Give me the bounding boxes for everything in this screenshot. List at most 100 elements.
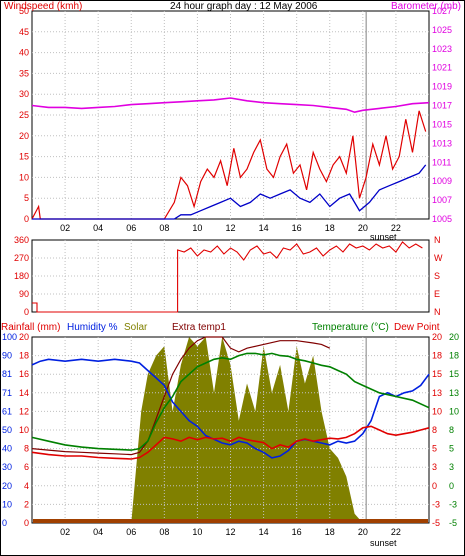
dewpoint-axis-label: Dew Point xyxy=(394,322,440,333)
axis-tick-label: 270 xyxy=(14,253,29,263)
barometer-line xyxy=(31,97,430,114)
humidity-tick-label: 81 xyxy=(2,369,12,379)
x-tick-label: 12 xyxy=(225,223,235,233)
humidity-tick-label: 20 xyxy=(2,481,12,491)
axis-tick-label: 20 xyxy=(432,332,442,342)
wind-gust-line xyxy=(31,110,427,220)
axis-tick-label: E xyxy=(434,289,440,299)
axis-tick-label: 3 xyxy=(432,462,437,472)
axis-tick-label: 1007 xyxy=(432,195,452,205)
axis-tick-label: 8 xyxy=(24,444,29,454)
dewpoint-line-layer xyxy=(31,425,430,460)
axis-tick-label: 20 xyxy=(19,332,29,342)
axis-tick-label: 18 xyxy=(449,351,459,361)
axis-tick-label: 1017 xyxy=(432,101,452,111)
temp-panel-grid xyxy=(32,337,429,523)
axis-tick-label: 30 xyxy=(19,89,29,99)
dewpoint-line xyxy=(31,425,430,460)
axis-tick-label: 5 xyxy=(449,444,454,454)
axis-tick-label: 0 xyxy=(24,214,29,224)
axis-tick-label: N xyxy=(434,307,441,317)
axis-tick-label: 8 xyxy=(432,425,437,435)
axis-tick-label: 2 xyxy=(24,499,29,509)
axis-tick-label: -3 xyxy=(432,499,440,509)
wind-avg-line xyxy=(32,164,427,220)
x-tick-label: 06 xyxy=(126,223,136,233)
windspeed-axis-ticks: 0 5 10 15 20 25 30 35 40 45 50 xyxy=(19,6,29,224)
axis-tick-label: 6 xyxy=(24,462,29,472)
humidity-tick-label: 61 xyxy=(2,406,12,416)
axis-tick-label: S xyxy=(434,271,440,281)
dewpoint-axis-ticks: -5 -3 0 3 5 8 10 13 15 18 20 xyxy=(449,332,459,528)
axis-tick-label: 20 xyxy=(449,332,459,342)
axis-tick-label: 180 xyxy=(14,271,29,281)
wind-avg-line-layer xyxy=(32,164,427,220)
axis-tick-label: -5 xyxy=(449,518,457,528)
axis-tick-label: 10 xyxy=(19,425,29,435)
extra-temp-line-layer xyxy=(31,336,331,456)
rainfall-axis-label: Rainfall (mm) xyxy=(1,322,60,333)
axis-tick-label: 50 xyxy=(19,6,29,16)
x-tick-label: 10 xyxy=(192,223,202,233)
sunset-annotation-bottom: sunset xyxy=(370,538,397,548)
x-tick-label: 16 xyxy=(292,223,302,233)
axis-tick-label: 15 xyxy=(19,152,29,162)
x-tick-label: 20 xyxy=(358,527,368,537)
x-tick-label: 10 xyxy=(192,527,202,537)
axis-tick-label: 20 xyxy=(19,131,29,141)
axis-tick-label: -5 xyxy=(432,518,440,528)
humidity-line xyxy=(31,358,430,459)
x-tick-label: 16 xyxy=(292,527,302,537)
humidity-axis-ticks: 0 10 20 30 40 50 61 71 81 90 100 xyxy=(2,332,17,528)
extra-temp-legend: Extra temp1 xyxy=(172,322,226,333)
axis-tick-label: 1023 xyxy=(432,44,452,54)
x-tick-label: 18 xyxy=(325,527,335,537)
axis-tick-label: 4 xyxy=(24,481,29,491)
x-tick-label: 22 xyxy=(391,527,401,537)
axis-tick-label: 1015 xyxy=(432,119,452,129)
barometer-axis-ticks: 1005 1007 1009 1011 1013 1015 1017 1019 1021 1023… xyxy=(432,6,452,224)
extra-temp-line xyxy=(31,336,331,456)
axis-tick-label: 25 xyxy=(19,110,29,120)
axis-tick-label: 15 xyxy=(449,369,459,379)
axis-tick-label: 1019 xyxy=(432,82,452,92)
humidity-tick-label: 90 xyxy=(2,351,12,361)
direction-line-layer xyxy=(32,241,423,313)
axis-tick-label: 15 xyxy=(432,369,442,379)
x-tick-label: 12 xyxy=(225,527,235,537)
axis-tick-label: 1025 xyxy=(432,25,452,35)
sunset-annotation: sunset xyxy=(370,232,397,242)
rainfall-bar xyxy=(33,519,428,523)
axis-tick-label: 3 xyxy=(449,462,454,472)
wind-gust-line-layer xyxy=(31,110,427,220)
x-tick-label: 06 xyxy=(126,527,136,537)
axis-tick-label: 0 xyxy=(24,307,29,317)
axis-tick-label: 13 xyxy=(449,388,459,398)
direction-panel-grid xyxy=(32,240,429,312)
temp-x-axis-ticks: 02 04 06 08 10 12 14 16 18 20 22 xyxy=(60,527,401,537)
axis-tick-label: W xyxy=(434,253,443,263)
x-tick-label: 18 xyxy=(325,223,335,233)
x-tick-label: 20 xyxy=(358,223,368,233)
x-tick-label: 14 xyxy=(259,527,269,537)
axis-tick-label: 1009 xyxy=(432,176,452,186)
temperature-line-layer xyxy=(31,352,430,451)
axis-tick-label: 90 xyxy=(19,289,29,299)
barometer-axis-label: Barometer (mb) xyxy=(391,1,461,12)
axis-tick-label: N xyxy=(434,235,441,245)
axis-tick-label: 0 xyxy=(449,481,454,491)
humidity-tick-label: 10 xyxy=(2,499,12,509)
axis-tick-label: 45 xyxy=(19,27,29,37)
barometer-line-layer xyxy=(31,97,430,114)
page-title: 24 hour graph day : 12 May 2006 xyxy=(170,1,318,12)
axis-tick-label: 40 xyxy=(19,48,29,58)
axis-tick-label: 1005 xyxy=(432,214,452,224)
axis-tick-label: 35 xyxy=(19,68,29,78)
temperature-axis-ticks: -5 -3 0 3 5 8 10 13 15 18 20 xyxy=(432,332,442,528)
axis-tick-label: 1027 xyxy=(432,6,452,16)
axis-tick-label: 14 xyxy=(19,388,29,398)
humidity-tick-label: 50 xyxy=(2,425,12,435)
